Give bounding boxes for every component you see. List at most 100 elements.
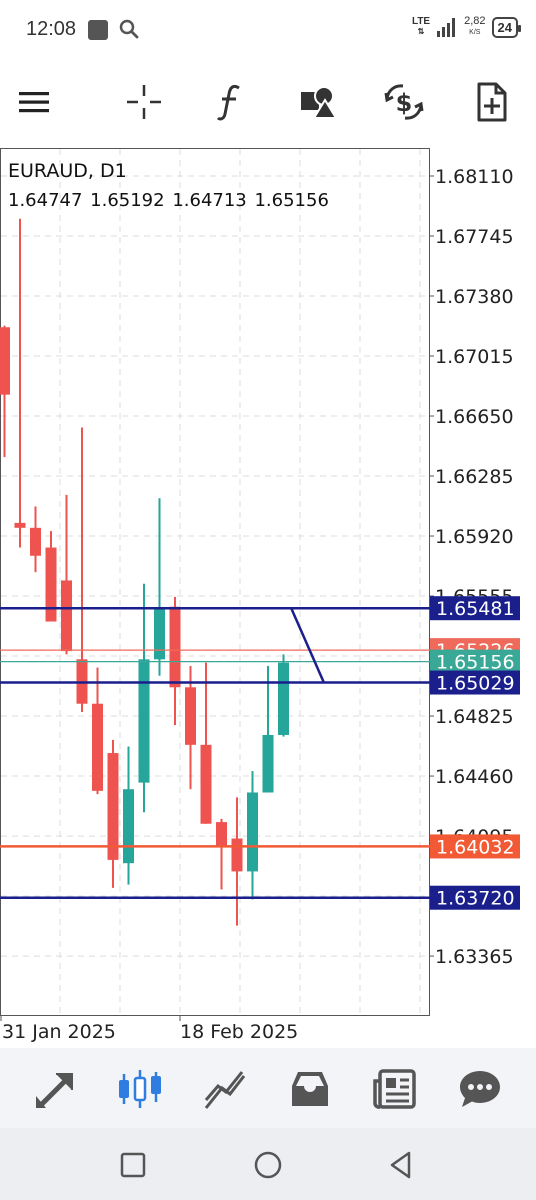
ohlc-values: 1.64747 1.65192 1.64713 1.65156 [8, 190, 329, 211]
candle [169, 596, 181, 726]
candle [30, 506, 41, 573]
price-labels: 1.654811.652261.651561.650291.640321.637… [430, 596, 520, 910]
price-tick-label: 1.68110 [435, 166, 514, 188]
date-label: 31 Jan 2025 [2, 1021, 116, 1043]
date-label: 18 Feb 2025 [180, 1021, 298, 1043]
hamburger-icon [19, 92, 49, 113]
candle-body [45, 547, 57, 622]
indicators-button[interactable] [208, 80, 252, 124]
add-document-icon [477, 82, 507, 122]
candle [262, 665, 274, 793]
price-tick-label: 1.65920 [435, 526, 514, 548]
arrows-diagonal-icon [36, 1073, 73, 1108]
bottom-navigation [0, 1048, 536, 1128]
chat-bubble-icon [460, 1071, 500, 1107]
price-label: 1.65481 [430, 596, 520, 621]
crosshair-icon [127, 85, 161, 119]
price-label: 1.64032 [430, 834, 520, 859]
candle [185, 665, 196, 790]
dollar-exchange-icon: $ [384, 84, 424, 120]
system-navigation [0, 1128, 536, 1200]
candle [123, 746, 134, 885]
svg-text:$: $ [396, 89, 413, 117]
candle [216, 818, 227, 890]
price-label-bg [430, 596, 520, 621]
candle-body [138, 659, 150, 783]
nav-news[interactable] [370, 1064, 420, 1114]
network-type: LTE ⇅ [411, 16, 431, 37]
menu-button[interactable] [12, 80, 56, 124]
price-label-bg [430, 834, 520, 859]
candle [231, 797, 243, 926]
candle [200, 662, 212, 824]
status-time: 12:08 [26, 18, 77, 40]
horizontal-lines [0, 606, 430, 899]
nav-history[interactable] [285, 1064, 335, 1114]
price-label-text: 1.65481 [436, 598, 515, 620]
price-tick-label: 1.64825 [435, 706, 514, 728]
candle-body [14, 522, 26, 528]
price-label-bg [430, 885, 520, 910]
circle-icon [254, 1151, 282, 1179]
candle-body [247, 792, 258, 872]
candle-body [185, 687, 196, 745]
nav-messages[interactable] [455, 1064, 505, 1114]
price-tick-label: 1.67015 [435, 346, 514, 368]
shapes-icon [301, 86, 338, 119]
candle [0, 325, 10, 458]
crosshair-button[interactable] [122, 80, 166, 124]
candle-body [154, 608, 165, 660]
new-order-button[interactable] [470, 80, 514, 124]
chart-grid [1, 149, 429, 1015]
nav-chart[interactable] [115, 1064, 165, 1114]
candle-body [169, 606, 181, 688]
objects-button[interactable] [296, 80, 340, 124]
status-bar: 12:08 LTE ⇅ 2,82 K/S 24 [0, 0, 536, 62]
candle-body [200, 744, 212, 824]
price-tick-label: 1.64460 [435, 766, 514, 788]
search-icon [118, 18, 140, 44]
price-chart[interactable]: 1.68110 1.67745 1.67380 1.67015 1.66650 1.662… [0, 0, 536, 1048]
recents-button[interactable] [116, 1148, 150, 1182]
price-tick-label: 1.66285 [435, 466, 514, 488]
price-tick-label: 1.66650 [435, 406, 514, 428]
price-tick-label: 1.67745 [435, 226, 514, 248]
price-label-text: 1.63720 [436, 888, 515, 910]
network-speed: 2,82 K/S [464, 15, 486, 37]
candle-body [278, 662, 289, 735]
app-notification-icon [88, 20, 108, 40]
candle [278, 654, 289, 737]
candle [154, 498, 165, 676]
price-label-bg [430, 649, 520, 674]
trend-line [290, 607, 325, 683]
candle-body [216, 822, 227, 847]
price-label: 1.65156 [430, 649, 520, 674]
candle [61, 494, 72, 655]
date-axis: 31 Jan 2025 18 Feb 2025 [0, 1015, 298, 1043]
candle [45, 531, 57, 622]
candle-body [107, 753, 119, 860]
candle-body [231, 838, 243, 872]
nav-quotes[interactable] [30, 1064, 80, 1114]
price-label: 1.63720 [430, 885, 520, 910]
triangle-back-icon [390, 1151, 411, 1179]
home-button[interactable] [251, 1148, 285, 1182]
trend-lines-icon [204, 1071, 246, 1109]
newspaper-icon [373, 1069, 416, 1109]
candle [247, 771, 258, 900]
symbols-button[interactable]: $ [382, 80, 426, 124]
candle-body [92, 703, 103, 791]
candle-body [30, 527, 41, 556]
price-tick-label: 1.67380 [435, 286, 514, 308]
price-label-text: 1.65029 [436, 673, 515, 695]
candle [92, 667, 103, 795]
chart-toolbar: $ [0, 62, 536, 142]
candle-body [61, 580, 72, 652]
price-label-text: 1.65156 [436, 652, 515, 674]
candles [0, 218, 289, 926]
nav-trade[interactable] [200, 1064, 250, 1114]
status-indicators: LTE ⇅ 2,82 K/S 24 [411, 15, 522, 38]
inbox-icon [292, 1072, 328, 1106]
price-tick-label: 1.63365 [435, 946, 514, 968]
back-button[interactable] [384, 1148, 418, 1182]
